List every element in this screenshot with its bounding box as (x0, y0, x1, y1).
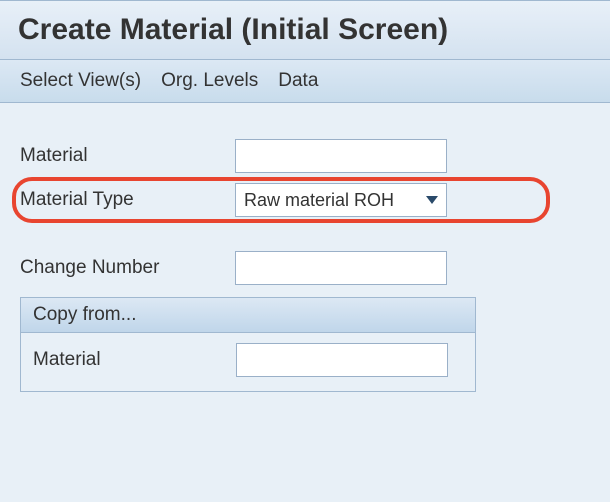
copy-from-material-row: Material (33, 343, 463, 377)
material-type-value: Raw material ROH (244, 190, 394, 211)
material-type-label: Material Type (20, 189, 235, 211)
copy-from-panel: Copy from... Material (20, 297, 476, 392)
page-title: Create Material (Initial Screen) (18, 13, 592, 47)
material-row: Material (20, 139, 590, 173)
title-bar: Create Material (Initial Screen) (0, 0, 610, 60)
change-number-row: Change Number (20, 251, 590, 285)
material-input[interactable] (235, 139, 447, 173)
content-area: Material Material Type Raw material ROH … (0, 103, 610, 412)
copy-from-header: Copy from... (21, 298, 475, 333)
chevron-down-icon (426, 196, 438, 204)
material-type-row: Material Type Raw material ROH (20, 183, 590, 217)
change-number-input[interactable] (235, 251, 447, 285)
change-number-label: Change Number (20, 257, 235, 279)
copy-from-material-label: Material (33, 349, 236, 371)
spacer (20, 227, 590, 251)
material-label: Material (20, 145, 235, 167)
menu-bar: Select View(s) Org. Levels Data (0, 60, 610, 103)
menu-data[interactable]: Data (278, 70, 318, 92)
copy-from-material-input[interactable] (236, 343, 448, 377)
material-type-dropdown[interactable]: Raw material ROH (235, 183, 447, 217)
copy-from-body: Material (21, 333, 475, 391)
menu-select-views[interactable]: Select View(s) (20, 70, 141, 92)
menu-org-levels[interactable]: Org. Levels (161, 70, 258, 92)
